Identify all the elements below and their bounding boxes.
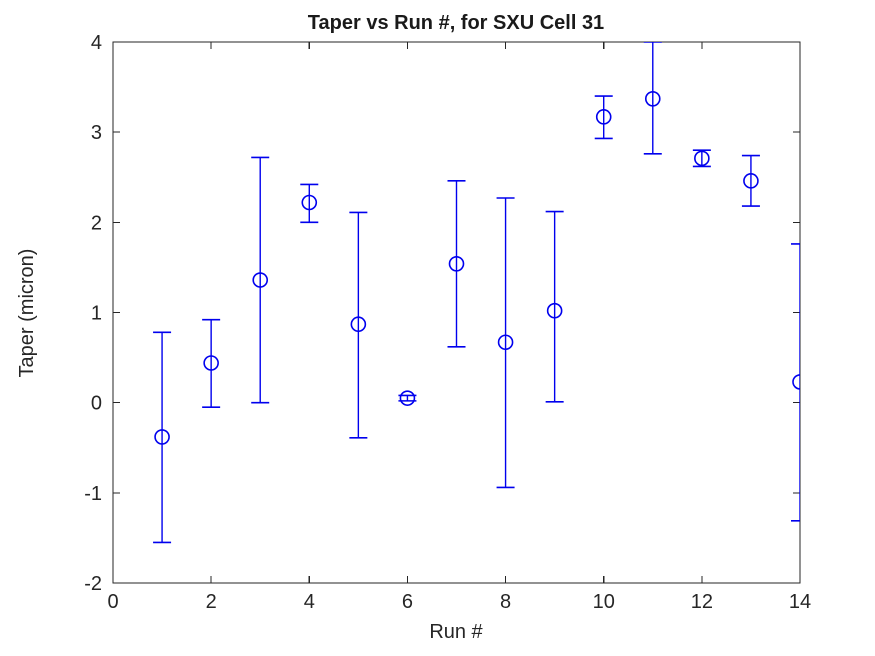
x-tick-label: 2 xyxy=(206,591,217,613)
y-tick-label: -2 xyxy=(84,573,102,595)
data-point-group xyxy=(251,156,270,404)
data-point-group xyxy=(496,197,515,489)
data-point-group xyxy=(447,180,466,348)
y-tick-label: 1 xyxy=(91,303,102,325)
chart-title: Taper vs Run #, for SXU Cell 31 xyxy=(308,12,604,34)
data-point-marker xyxy=(203,355,219,371)
data-point-group xyxy=(349,211,368,439)
data-point-group xyxy=(692,149,711,168)
data-point-group xyxy=(545,210,564,403)
y-tick-label: -1 xyxy=(84,483,102,505)
data-point-marker xyxy=(743,173,759,189)
x-tick-label: 6 xyxy=(402,591,413,613)
data-point-group xyxy=(791,243,800,522)
x-tick-label: 12 xyxy=(691,591,713,613)
data-point-group xyxy=(300,183,319,224)
data-point-marker xyxy=(595,109,612,125)
data-point-group xyxy=(643,42,662,155)
data-series-layer xyxy=(153,42,800,544)
y-axis-ticks: -2 -1 0 1 2 3 4 xyxy=(84,32,800,595)
y-tick-label: 0 xyxy=(91,393,102,415)
x-tick-label: 0 xyxy=(107,591,118,613)
data-point-marker xyxy=(301,194,318,211)
data-point-marker xyxy=(497,334,514,351)
x-tick-label: 14 xyxy=(789,591,811,613)
x-tick-label: 8 xyxy=(500,591,511,613)
data-point-marker xyxy=(546,302,563,319)
data-point-marker xyxy=(694,150,710,167)
data-point-group xyxy=(398,390,417,406)
data-point-marker xyxy=(792,374,800,390)
data-point-marker xyxy=(154,429,170,445)
y-tick-label: 4 xyxy=(91,32,102,54)
data-point-group xyxy=(741,154,760,207)
data-point-group xyxy=(153,331,172,544)
data-point-marker xyxy=(252,272,269,288)
y-tick-label: 3 xyxy=(91,122,102,144)
data-point-marker xyxy=(448,256,465,272)
x-axis-ticks: 0 2 4 6 8 10 12 14 xyxy=(107,42,811,613)
data-point-marker xyxy=(644,91,661,107)
y-tick-label: 2 xyxy=(91,212,102,234)
y-axis-label: Taper (micron) xyxy=(16,249,38,378)
x-tick-label: 10 xyxy=(593,591,615,613)
data-point-group xyxy=(594,95,613,140)
data-point-marker xyxy=(399,390,416,406)
data-point-marker xyxy=(350,316,367,333)
x-axis-label: Run # xyxy=(429,621,483,643)
data-point-group xyxy=(202,318,221,408)
x-tick-label: 4 xyxy=(304,591,315,613)
